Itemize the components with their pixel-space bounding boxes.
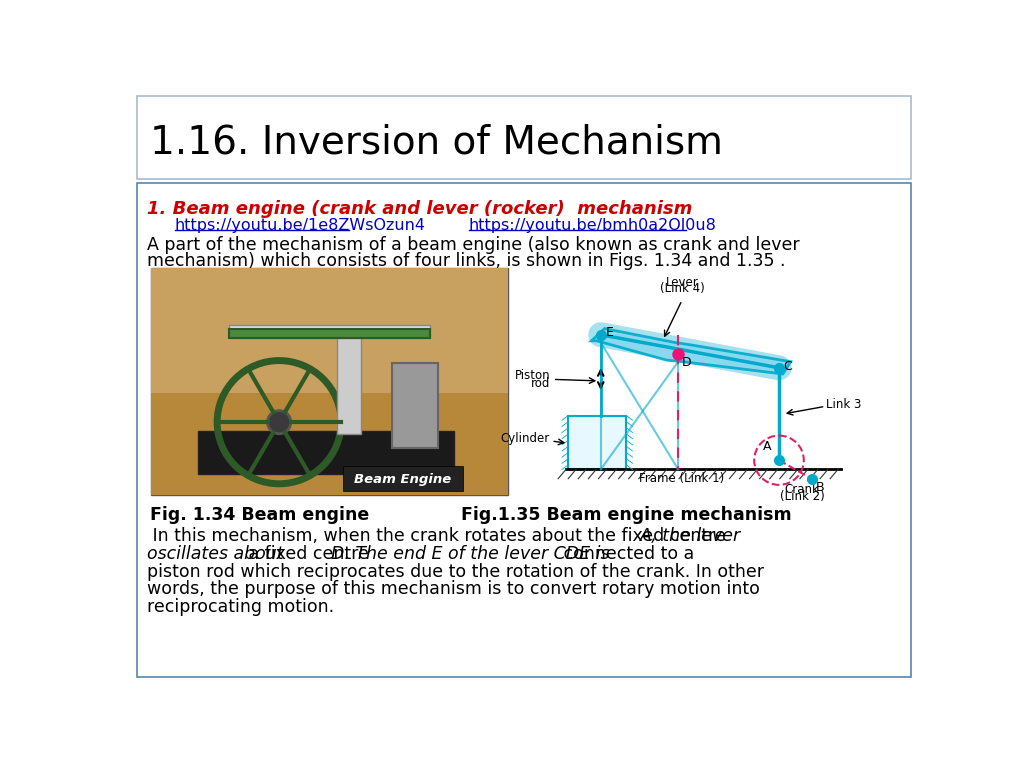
FancyBboxPatch shape (391, 363, 438, 448)
FancyBboxPatch shape (343, 466, 463, 491)
Text: Cylinder: Cylinder (501, 432, 550, 445)
Text: piston rod which reciprocates due to the rotation of the crank. In other: piston rod which reciprocates due to the… (146, 563, 764, 581)
Text: rod: rod (531, 377, 550, 389)
Polygon shape (592, 329, 791, 374)
FancyBboxPatch shape (198, 432, 454, 474)
Text: Frame (Link 1): Frame (Link 1) (639, 472, 724, 485)
Text: words, the purpose of this mechanism is to convert rotary motion into: words, the purpose of this mechanism is … (146, 581, 760, 598)
Text: https://youtu.be/1e8ZWsOzun4: https://youtu.be/1e8ZWsOzun4 (174, 217, 426, 233)
Bar (568, 415, 627, 469)
Text: mechanism) which consists of four links, is shown in Figs. 1.34 and 1.35 .: mechanism) which consists of four links,… (146, 252, 785, 270)
Text: reciprocating motion.: reciprocating motion. (146, 598, 334, 616)
Text: Beam Engine: Beam Engine (354, 473, 452, 486)
Text: https://youtu.be/bmh0a2Ol0u8: https://youtu.be/bmh0a2Ol0u8 (469, 217, 717, 233)
Text: D: D (681, 356, 691, 369)
Text: Piston: Piston (515, 369, 550, 382)
Text: Fig. 1.34 Beam engine: Fig. 1.34 Beam engine (150, 506, 369, 525)
Text: B: B (815, 481, 824, 494)
Text: oscillates about: oscillates about (146, 545, 284, 563)
Text: In this mechanism, when the crank rotates about the fixed centre: In this mechanism, when the crank rotate… (146, 527, 731, 545)
Circle shape (267, 411, 291, 434)
Text: Link 3: Link 3 (825, 398, 861, 411)
Text: A: A (763, 439, 772, 452)
Text: A, the lever: A, the lever (640, 527, 740, 545)
Polygon shape (228, 329, 430, 338)
Text: 1. Beam engine (crank and lever (rocker)  mechanism: 1. Beam engine (crank and lever (rocker)… (146, 200, 692, 218)
Text: A part of the mechanism of a beam engine (also known as crank and lever: A part of the mechanism of a beam engine… (146, 236, 799, 254)
Text: (Link 4): (Link 4) (659, 283, 705, 296)
Text: E: E (605, 326, 613, 339)
Text: (Link 2): (Link 2) (780, 490, 824, 503)
Text: Fig.1.35 Beam engine mechanism: Fig.1.35 Beam engine mechanism (461, 506, 792, 525)
FancyBboxPatch shape (152, 268, 508, 495)
FancyBboxPatch shape (152, 268, 508, 392)
Text: C: C (783, 359, 792, 372)
FancyBboxPatch shape (137, 96, 910, 179)
Text: 1.16. Inversion of Mechanism: 1.16. Inversion of Mechanism (150, 123, 723, 161)
FancyBboxPatch shape (337, 336, 360, 434)
Text: Lever: Lever (666, 276, 698, 289)
FancyBboxPatch shape (152, 392, 508, 495)
FancyBboxPatch shape (228, 325, 430, 339)
Text: a fixed centre: a fixed centre (243, 545, 374, 563)
Text: D. The end E of the lever CDE is: D. The end E of the lever CDE is (331, 545, 609, 563)
Text: connected to a: connected to a (558, 545, 694, 563)
FancyBboxPatch shape (137, 183, 910, 677)
Text: Crank: Crank (784, 483, 819, 496)
